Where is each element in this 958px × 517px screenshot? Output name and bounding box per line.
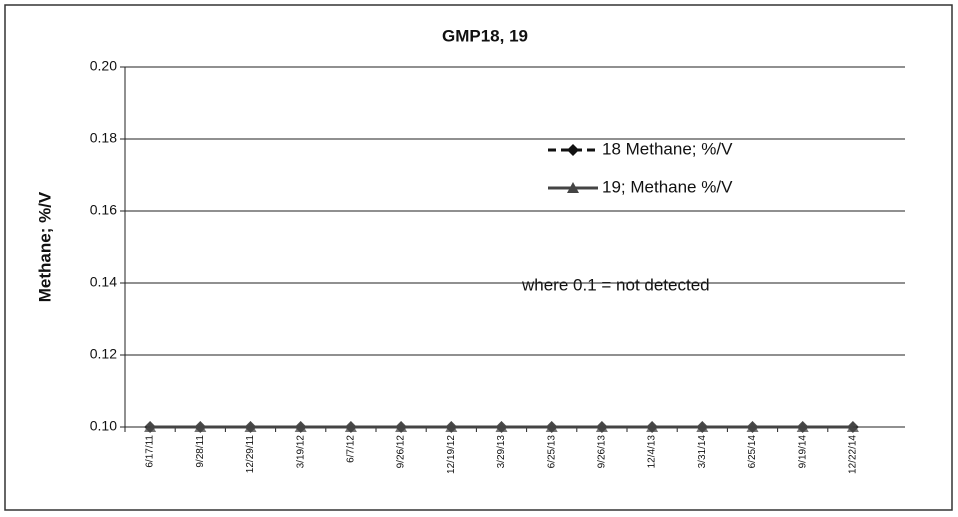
point-marker (796, 421, 809, 432)
x-tick-label: 12/22/14 (848, 435, 859, 474)
x-tick-label: 9/26/12 (396, 435, 407, 469)
x-tick-label: 3/19/12 (295, 435, 306, 469)
legend-marker (567, 182, 579, 193)
x-tick-label: 9/19/14 (797, 435, 808, 469)
legend-label: 19; Methane %/V (602, 177, 733, 196)
chart-border (4, 4, 953, 511)
point-marker (395, 421, 408, 432)
y-tick-label: 0.16 (90, 202, 117, 218)
chart-title: GMP18, 19 (442, 26, 528, 45)
legend-marker (567, 144, 579, 156)
x-tick-label: 6/7/12 (346, 435, 357, 463)
y-tick-label: 0.20 (90, 58, 117, 74)
x-tick-label: 6/25/13 (546, 435, 557, 469)
y-axis-label: Methane; %/V (35, 191, 54, 302)
x-tick-label: 6/25/14 (747, 435, 758, 469)
point-marker (545, 421, 558, 432)
x-tick-label: 3/31/14 (697, 435, 708, 469)
y-tick-label: 0.10 (90, 418, 117, 434)
legend-label: 18 Methane; %/V (602, 139, 733, 158)
annotation: where 0.1 = not detected (521, 275, 710, 294)
point-marker (244, 421, 257, 432)
point-marker (294, 421, 307, 432)
point-marker (495, 421, 508, 432)
point-marker (846, 421, 859, 432)
point-marker (595, 421, 608, 432)
x-tick-label: 12/4/13 (647, 435, 658, 469)
x-tick-label: 12/29/11 (245, 435, 256, 474)
x-tick-label: 9/26/13 (597, 435, 608, 469)
point-marker (746, 421, 759, 432)
point-marker (144, 421, 157, 432)
point-marker (646, 421, 659, 432)
point-marker (344, 421, 357, 432)
x-tick-label: 3/29/13 (496, 435, 507, 469)
y-tick-label: 0.18 (90, 130, 117, 146)
x-tick-label: 9/28/11 (195, 435, 206, 468)
y-tick-label: 0.12 (90, 346, 117, 362)
x-tick-label: 6/17/11 (145, 435, 156, 468)
x-tick-label: 12/19/12 (446, 435, 457, 474)
point-marker (696, 421, 709, 432)
y-tick-label: 0.14 (90, 274, 117, 290)
point-marker (194, 421, 207, 432)
point-marker (445, 421, 458, 432)
